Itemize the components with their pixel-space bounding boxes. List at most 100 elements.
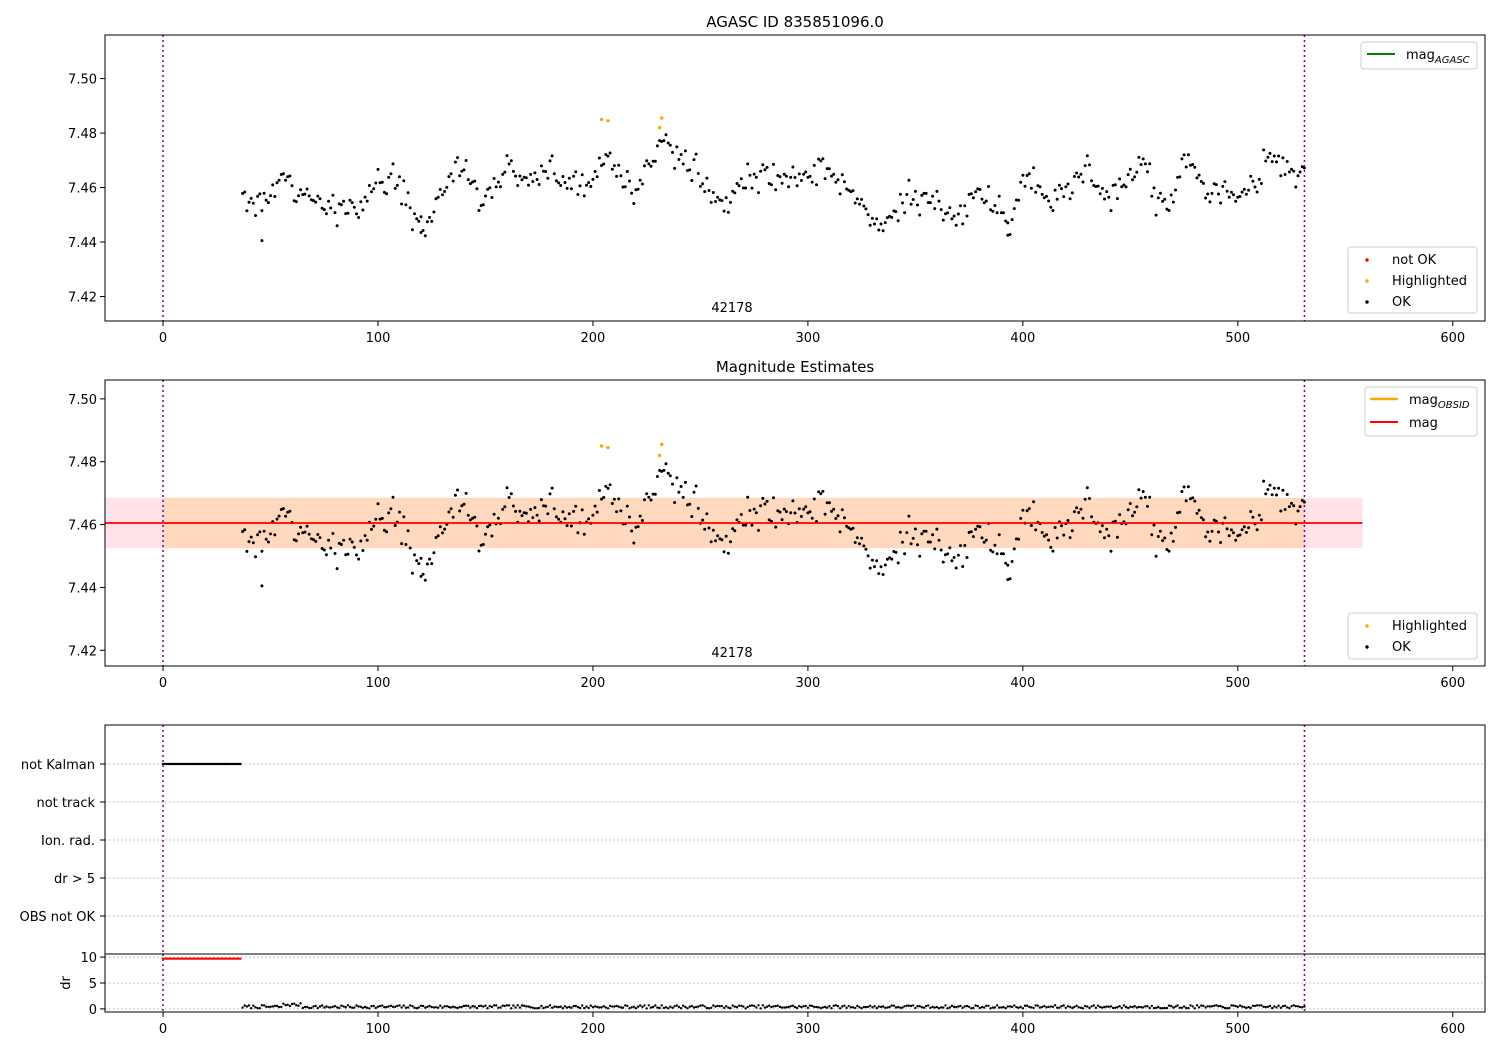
xtick-label: 500 <box>1225 1022 1250 1037</box>
dr-point <box>1221 1005 1225 1009</box>
dr-point <box>553 1005 556 1008</box>
data-point-ok <box>346 552 350 556</box>
data-point-ok <box>367 184 371 187</box>
data-point-ok <box>1014 198 1018 202</box>
data-point-ok <box>1238 195 1242 198</box>
data-point-ok <box>245 549 249 553</box>
panel3-points <box>161 762 242 766</box>
data-point-ok <box>1081 516 1085 520</box>
data-point-ok <box>1300 499 1304 502</box>
data-point-ok <box>615 510 619 514</box>
data-point-ok <box>1221 184 1225 188</box>
data-point-ok <box>322 548 326 552</box>
data-point-ok <box>729 200 732 204</box>
xtick-label: 500 <box>1225 331 1250 346</box>
dr-point <box>871 1006 874 1009</box>
data-point-ok <box>993 204 997 207</box>
dr-point <box>952 1005 956 1009</box>
dr-point <box>583 1006 586 1010</box>
data-point-ok <box>1109 209 1113 213</box>
data-point-ok <box>679 485 683 488</box>
data-point-ok <box>881 573 885 576</box>
data-point-ok <box>1223 180 1227 184</box>
dr-point <box>574 1004 577 1008</box>
dr-point <box>1056 1006 1059 1009</box>
dr-point <box>1185 1006 1188 1010</box>
dr-point <box>927 1004 930 1007</box>
data-point-ok <box>552 172 556 176</box>
dr-point <box>1303 1005 1306 1008</box>
data-point-ok <box>1184 165 1188 169</box>
data-point-ok <box>812 497 816 501</box>
panel2-yticks: 7.42 7.44 7.46 7.48 7.50 <box>68 393 105 659</box>
ytick-label: 7.42 <box>68 290 97 305</box>
data-point-ok <box>316 194 320 198</box>
data-point-ok <box>1115 197 1119 201</box>
data-point-ok <box>432 210 436 214</box>
data-point-ok <box>266 201 270 205</box>
data-point-ok <box>1161 199 1165 203</box>
data-point-ok <box>1292 504 1296 508</box>
data-point-ok <box>355 212 358 216</box>
dr-point <box>662 1006 666 1010</box>
data-point-ok <box>576 531 580 535</box>
dr-point <box>675 1004 678 1007</box>
data-point-ok <box>1251 179 1255 183</box>
dr-point <box>282 1002 285 1005</box>
data-point-ok <box>741 523 745 527</box>
data-point-ok <box>245 209 249 213</box>
data-point-ok <box>329 206 333 210</box>
data-point-ok <box>363 195 367 199</box>
dr-point <box>789 1005 792 1008</box>
data-point-ok <box>640 182 644 186</box>
data-point-ok <box>739 513 743 516</box>
dr-point <box>664 1006 668 1009</box>
data-point-ok <box>410 228 414 232</box>
dr-point <box>1292 1004 1295 1007</box>
data-point-ok <box>443 190 447 193</box>
data-point-ok <box>251 541 255 545</box>
data-point-ok <box>494 185 498 189</box>
dr-point <box>363 1005 367 1009</box>
data-point-ok <box>1242 525 1246 529</box>
data-point-ok <box>464 159 468 162</box>
data-point-ok <box>1167 549 1171 553</box>
dr-point <box>864 1005 868 1009</box>
data-point-ok <box>1019 516 1023 520</box>
data-point-ok <box>989 208 993 212</box>
data-point-ok <box>1027 507 1031 511</box>
data-point-ok <box>885 557 889 561</box>
dr-point <box>740 1004 743 1007</box>
dr-point <box>417 1006 420 1009</box>
dr-point <box>1167 1004 1171 1007</box>
data-point-ok <box>297 532 300 536</box>
data-point-ok <box>419 574 423 578</box>
dr-point <box>355 1004 358 1007</box>
data-point-ok <box>961 222 965 226</box>
data-point-ok <box>477 209 481 212</box>
data-point-ok <box>1135 505 1139 509</box>
data-point-ok <box>1182 153 1186 157</box>
dr-point <box>649 1006 653 1009</box>
data-point-ok <box>421 229 425 232</box>
data-point-ok <box>946 552 950 556</box>
dr-point <box>581 1004 584 1007</box>
data-point-ok <box>1156 196 1160 200</box>
dr-point <box>1213 1004 1216 1007</box>
data-point-ok <box>782 172 786 176</box>
data-point-ok <box>415 559 419 563</box>
data-point-ok <box>1277 486 1281 490</box>
dr-point <box>836 1005 840 1008</box>
data-point-ok <box>312 199 315 203</box>
dr-point <box>1015 1006 1018 1009</box>
dr-point <box>480 1004 483 1007</box>
dr-point <box>1129 1005 1132 1008</box>
data-point-ok <box>610 502 614 505</box>
data-point-ok <box>765 165 769 169</box>
data-point-ok <box>763 502 767 506</box>
data-point-ok <box>1012 547 1016 551</box>
data-point-ok <box>600 164 603 167</box>
dr-point <box>720 1004 724 1008</box>
data-point-ok <box>683 149 687 153</box>
data-point-ok <box>462 168 466 172</box>
